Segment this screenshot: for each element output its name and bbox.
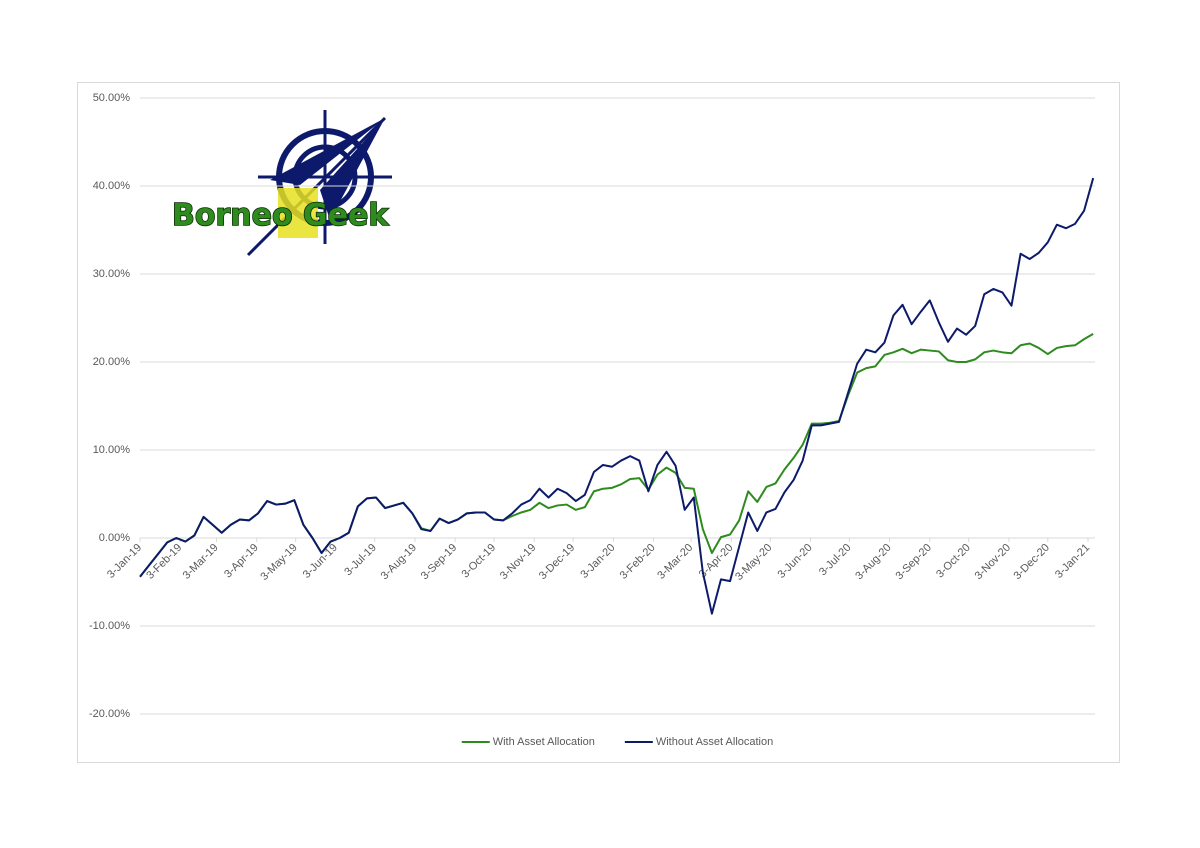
logo-pi: [278, 188, 318, 238]
y-tick-label: 50.00%: [93, 92, 131, 104]
chart-frame: [77, 82, 1120, 763]
y-tick-label: 40.00%: [93, 180, 131, 192]
series-line: [139, 177, 1095, 615]
y-tick-label: 30.00%: [93, 268, 131, 280]
legend: With Asset Allocation Without Asset Alloc…: [461, 736, 773, 748]
y-tick-label: 0.00%: [99, 532, 130, 544]
logo-arrow: [270, 118, 385, 185]
y-tick-label: 20.00%: [93, 356, 131, 368]
y-tick-label: -10.00%: [89, 620, 130, 632]
y-tick-label: -20.00%: [89, 708, 130, 720]
logo-text: Borneo Geek: [172, 198, 389, 233]
y-tick-label: 10.00%: [93, 444, 131, 456]
legend-label: Without Asset Allocation: [656, 736, 773, 748]
legend-label: With Asset Allocation: [493, 736, 595, 748]
logo-arrow: [320, 118, 385, 220]
